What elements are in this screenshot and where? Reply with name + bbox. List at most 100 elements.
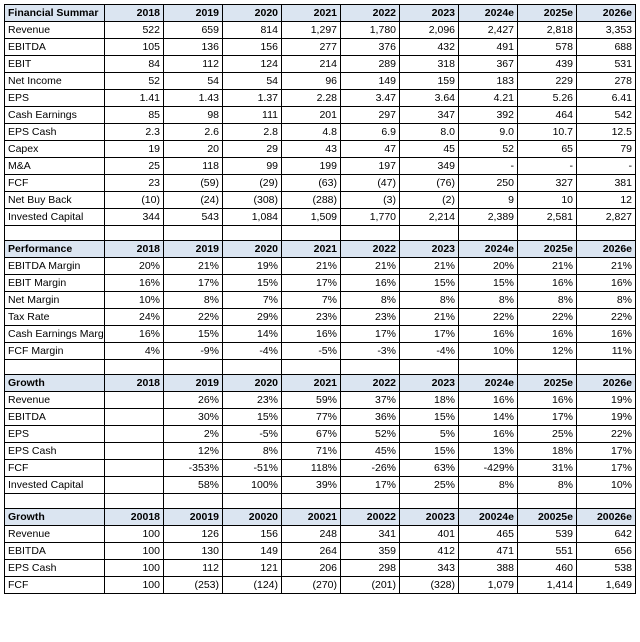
financial-table: Financial Summar201820192020202120222023… (4, 4, 636, 594)
cell-value (105, 409, 164, 426)
row-label: EBIT (5, 56, 105, 73)
cell-value: 2025e (518, 241, 577, 258)
cell-value: 20021 (282, 509, 341, 526)
row-label: Cash Earnings (5, 107, 105, 124)
cell-value: 432 (400, 39, 459, 56)
cell-value: 3.64 (400, 90, 459, 107)
cell-value (518, 494, 577, 509)
cell-value (105, 426, 164, 443)
cell-value: 20023 (400, 509, 459, 526)
cell-value: 21% (400, 258, 459, 275)
cell-value: 24% (105, 309, 164, 326)
cell-value: 16% (459, 326, 518, 343)
cell-value: (308) (223, 192, 282, 209)
cell-value: 8% (341, 292, 400, 309)
cell-value: 2023 (400, 5, 459, 22)
cell-value: 392 (459, 107, 518, 124)
cell-value: 6.9 (341, 124, 400, 141)
cell-value (577, 360, 636, 375)
cell-value: 111 (223, 107, 282, 124)
cell-value: 100 (105, 577, 164, 594)
cell-value: 2022 (341, 5, 400, 22)
cell-value: 542 (577, 107, 636, 124)
cell-value: 2023 (400, 241, 459, 258)
cell-value: 349 (400, 158, 459, 175)
cell-value: 45% (341, 443, 400, 460)
cell-value: 15% (164, 326, 223, 343)
cell-value: (270) (282, 577, 341, 594)
cell-value: 30% (164, 409, 223, 426)
row-label: EPS Cash (5, 560, 105, 577)
cell-value: 17% (577, 443, 636, 460)
cell-value: 16% (518, 326, 577, 343)
cell-value: (76) (400, 175, 459, 192)
cell-value: 65 (518, 141, 577, 158)
cell-value: 341 (341, 526, 400, 543)
cell-value: -5% (223, 426, 282, 443)
cell-value: 464 (518, 107, 577, 124)
cell-value: 25 (105, 158, 164, 175)
section-header: Growth2001820019200202002120022200232002… (5, 509, 636, 526)
cell-value: 15% (459, 275, 518, 292)
cell-value: 551 (518, 543, 577, 560)
cell-value: 2020 (223, 375, 282, 392)
cell-value: 12.5 (577, 124, 636, 141)
cell-value: 36% (341, 409, 400, 426)
cell-value: 71% (282, 443, 341, 460)
cell-value: 289 (341, 56, 400, 73)
cell-value: 1,780 (341, 22, 400, 39)
cell-value: 12% (518, 343, 577, 360)
row-label: M&A (5, 158, 105, 175)
cell-value: 23 (105, 175, 164, 192)
cell-value: 8% (518, 292, 577, 309)
cell-value: 1,770 (341, 209, 400, 226)
table-row: EBIT84112124214289318367439531 (5, 56, 636, 73)
cell-value: 20% (105, 258, 164, 275)
cell-value (164, 226, 223, 241)
cell-value (105, 494, 164, 509)
cell-value: 656 (577, 543, 636, 560)
cell-value: 539 (518, 526, 577, 543)
cell-value: 229 (518, 73, 577, 90)
row-label (5, 494, 105, 509)
cell-value: 2026e (577, 5, 636, 22)
row-label: EBITDA (5, 39, 105, 56)
cell-value: 17% (341, 326, 400, 343)
cell-value: 37% (341, 392, 400, 409)
cell-value: 52% (341, 426, 400, 443)
row-label: FCF Margin (5, 343, 105, 360)
table-row: Net Income52545496149159183229278 (5, 73, 636, 90)
row-label: EPS (5, 426, 105, 443)
cell-value: 10% (105, 292, 164, 309)
table-row: Revenue100126156248341401465539642 (5, 526, 636, 543)
row-label: EBITDA Margin (5, 258, 105, 275)
cell-value: 4.21 (459, 90, 518, 107)
row-label: FCF (5, 175, 105, 192)
cell-value: 17% (341, 477, 400, 494)
cell-value (518, 226, 577, 241)
cell-value: 2,214 (400, 209, 459, 226)
cell-value: 1,084 (223, 209, 282, 226)
cell-value: -3% (341, 343, 400, 360)
cell-value: 16% (577, 326, 636, 343)
row-label: Cash Earnings Margi (5, 326, 105, 343)
cell-value: 2019 (164, 5, 223, 22)
cell-value: 8% (518, 477, 577, 494)
cell-value: 159 (400, 73, 459, 90)
cell-value: 4.8 (282, 124, 341, 141)
cell-value: 2021 (282, 5, 341, 22)
cell-value: 20019 (164, 509, 223, 526)
cell-value (105, 226, 164, 241)
cell-value: 20020 (223, 509, 282, 526)
cell-value: 2024e (459, 241, 518, 258)
cell-value: 1,297 (282, 22, 341, 39)
cell-value: -9% (164, 343, 223, 360)
cell-value (341, 494, 400, 509)
table-row: FCF Margin4%-9%-4%-5%-3%-4%10%12%11% (5, 343, 636, 360)
cell-value (282, 494, 341, 509)
cell-value: 79 (577, 141, 636, 158)
cell-value: 2021 (282, 375, 341, 392)
cell-value: -51% (223, 460, 282, 477)
cell-value: 54 (164, 73, 223, 90)
cell-value (400, 226, 459, 241)
